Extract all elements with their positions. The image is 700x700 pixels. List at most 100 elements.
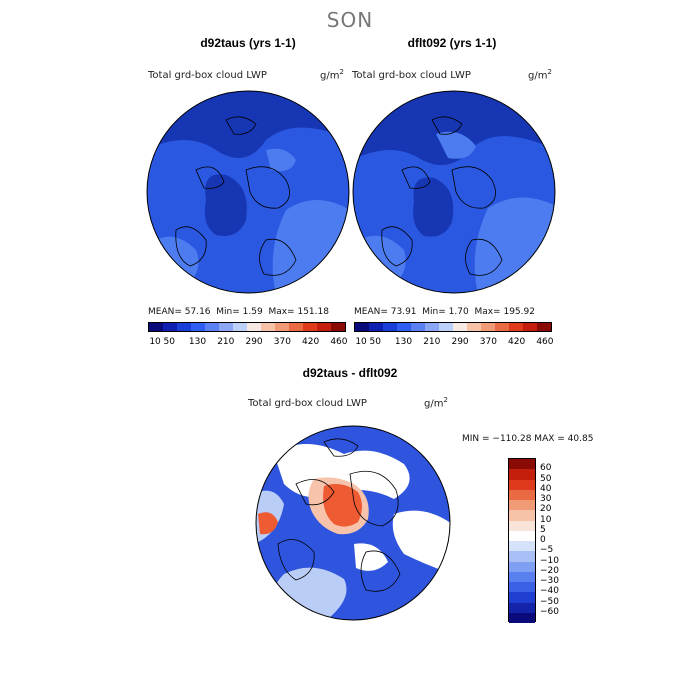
panel-2-variable: Total grd-box cloud LWP [352, 70, 471, 81]
panel-2-title: dflt092 (yrs 1-1) [407, 36, 497, 50]
panel-1-stats: MEAN= 57.16 Min= 1.59 Max= 151.18 [148, 307, 329, 317]
colorbar-swatch [397, 323, 411, 331]
diff-colorbar-tick-label: 30 [540, 494, 552, 504]
diff-colorbar-tick-label: −5 [540, 545, 554, 556]
colorbar-tick-label: 50 [163, 337, 175, 347]
panel-1-title: d92taus (yrs 1-1) [200, 36, 296, 50]
map-1-dark-north [147, 91, 349, 158]
diff-panel-minmax: MIN = −110.28 MAX = 40.85 [462, 434, 594, 444]
diff-colorbar-tick-label: −30 [540, 576, 559, 586]
colorbar-tick-label: 10 [355, 337, 367, 347]
panel-1-colorbar-labels: 10 50 130 210 290 370 420 460 [148, 337, 348, 349]
colorbar-swatch [191, 323, 205, 331]
diff-panel-title: d92taus - dflt092 [302, 366, 398, 380]
panel-1-units: g/m2 [320, 68, 344, 82]
colorbar-tick-label: 130 [188, 337, 207, 347]
diff-colorbar [508, 458, 536, 623]
panel-2-colorbar-labels: 10 50 130 210 290 370 420 460 [354, 337, 554, 349]
colorbar-swatch [247, 323, 261, 331]
diff-colorbar-swatch [509, 541, 535, 552]
colorbar-swatch [275, 323, 289, 331]
colorbar-swatch [425, 323, 439, 331]
diff-colorbar-swatch [509, 489, 535, 500]
diff-colorbar-swatch [509, 469, 535, 480]
diff-colorbar-tick-label: −40 [540, 586, 559, 597]
colorbar-tick-label: 460 [536, 337, 554, 347]
colorbar-tick-label: 210 [217, 337, 235, 347]
panel-1-colorbar [148, 322, 346, 332]
colorbar-swatch [149, 323, 163, 331]
colorbar-tick-label: 420 [508, 337, 526, 347]
colorbar-swatch [411, 323, 425, 331]
diff-colorbar-tick-label: 20 [540, 504, 552, 515]
diff-colorbar-swatch [509, 510, 535, 521]
diff-colorbar-tick-label: −10 [540, 555, 559, 566]
map-1-light-patch [266, 148, 296, 172]
diff-colorbar-tick-label: 0 [540, 535, 546, 545]
diff-map-coastlines [277, 438, 401, 592]
map-1-light-pacific [272, 200, 349, 293]
diff-panel-variable: Total grd-box cloud LWP [248, 398, 367, 409]
diff-colorbar-swatch [509, 459, 535, 470]
colorbar-swatch [495, 323, 509, 331]
colorbar-swatch [355, 323, 369, 331]
colorbar-swatch [303, 323, 317, 331]
colorbar-tick-label: 10 [149, 337, 161, 347]
colorbar-swatch [163, 323, 177, 331]
diff-colorbar-tick-label: 60 [540, 463, 552, 474]
diff-colorbar-labels: 60 50 40 30 20 10 5 0 −5 −10 −20 −30 −40 −50 −60 [540, 458, 580, 622]
diff-colorbar-swatch [509, 612, 535, 623]
colorbar-tick-label: 370 [479, 337, 497, 347]
colorbar-swatch [289, 323, 303, 331]
map-1-dark-arctic [204, 174, 247, 236]
diff-colorbar-swatch [509, 500, 535, 511]
colorbar-tick-label: 290 [245, 337, 263, 347]
map-1-coastlines [175, 116, 297, 276]
diff-colorbar-tick-label: 50 [540, 473, 552, 484]
colorbar-swatch [509, 323, 523, 331]
diff-polar-map [255, 425, 451, 621]
diff-panel-units: g/m2 [424, 396, 448, 410]
colorbar-swatch [537, 323, 551, 331]
colorbar-swatch [523, 323, 537, 331]
diff-colorbar-tick-label: −50 [540, 596, 559, 607]
colorbar-swatch [233, 323, 247, 331]
map-1-light-sw [147, 236, 199, 293]
colorbar-tick-label: 210 [423, 337, 441, 347]
colorbar-swatch [383, 323, 397, 331]
diff-colorbar-swatch [509, 551, 535, 562]
diff-colorbar-swatch [509, 582, 535, 593]
panel-2-polar-map [352, 90, 556, 294]
diff-colorbar-tick-label: 5 [540, 524, 546, 535]
colorbar-swatch [261, 323, 275, 331]
colorbar-tick-label: 370 [273, 337, 291, 347]
colorbar-tick-label: 50 [369, 337, 381, 347]
diff-colorbar-swatch [509, 561, 535, 572]
panel-2-stats: MEAN= 73.91 Min= 1.70 Max= 195.92 [354, 307, 535, 317]
diff-colorbar-swatch [509, 479, 535, 490]
colorbar-swatch [177, 323, 191, 331]
colorbar-tick-label: 420 [302, 337, 320, 347]
colorbar-tick-label: 290 [451, 337, 469, 347]
panel-1-variable: Total grd-box cloud LWP [148, 70, 267, 81]
diff-colorbar-swatch [509, 592, 535, 603]
panel-2-units: g/m2 [528, 68, 552, 82]
colorbar-swatch [439, 323, 453, 331]
diff-colorbar-tick-label: −60 [540, 606, 559, 617]
colorbar-swatch [205, 323, 219, 331]
diff-colorbar-swatch [509, 530, 535, 541]
diff-colorbar-swatch [509, 520, 535, 531]
colorbar-swatch [467, 323, 481, 331]
panel-2-colorbar [354, 322, 552, 332]
diff-colorbar-tick-label: 10 [540, 514, 552, 525]
diff-colorbar-tick-label: −20 [540, 565, 559, 576]
diff-colorbar-swatch [509, 602, 535, 613]
colorbar-swatch [219, 323, 233, 331]
panel-1-polar-map [146, 90, 350, 294]
colorbar-swatch [481, 323, 495, 331]
diff-colorbar-tick-label: 40 [540, 483, 552, 494]
colorbar-tick-label: 460 [330, 337, 348, 347]
colorbar-swatch [317, 323, 331, 331]
colorbar-tick-label: 130 [394, 337, 413, 347]
season-title: SON [326, 8, 374, 32]
